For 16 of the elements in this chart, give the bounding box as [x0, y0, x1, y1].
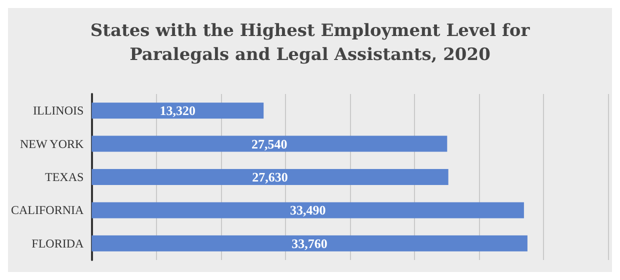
bar: [92, 235, 528, 252]
data-label: 33,760: [292, 236, 328, 251]
data-label: 27,630: [252, 170, 288, 184]
data-label: 27,540: [252, 136, 288, 152]
data-label: 33,490: [290, 202, 326, 218]
bar: [92, 136, 448, 152]
bar: [92, 102, 264, 119]
chart-title: States with the Highest Employment Level for Paralegals and Legal Assistants, 2020: [90, 21, 531, 65]
y-tick-label: CALIFORNIA: [10, 203, 84, 218]
bar: [92, 202, 524, 218]
data-label: 13,320: [160, 103, 196, 118]
y-tick-label: ILLINOIS: [33, 104, 84, 118]
y-tick-label: TEXAS: [44, 170, 84, 184]
bar: [92, 169, 448, 185]
y-tick-label: FLORIDA: [32, 236, 84, 250]
y-tick-label: NEW YORK: [20, 136, 84, 151]
